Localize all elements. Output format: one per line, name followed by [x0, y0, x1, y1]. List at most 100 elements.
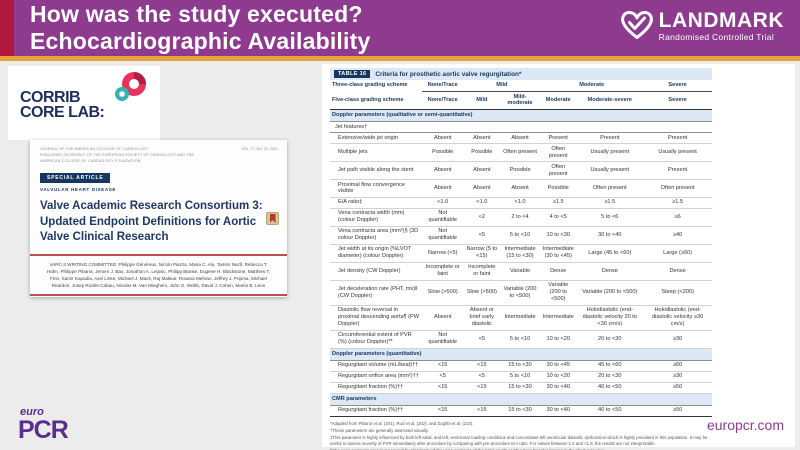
- cell-value: Not quantifiable: [421, 208, 464, 227]
- table-row: Vena contracta width (mm) (colour Dopple…: [330, 208, 712, 227]
- cell-value: Intermediate (30 to <45): [540, 244, 577, 263]
- col-moderate-group: Moderate: [540, 80, 644, 92]
- cell-value: Variable (200 to <500): [576, 280, 644, 306]
- col5-mild-moderate: Mild-moderate: [499, 91, 541, 111]
- cell-value: ≥1.5: [576, 197, 644, 209]
- col-mild-group: Mild: [463, 80, 541, 92]
- table-row: Jet path visible along the stent Absent Ab…: [330, 161, 712, 180]
- landmark-subtitle: Randomised Controlled Trial: [658, 31, 775, 42]
- cell-value: 40 to <50: [576, 382, 644, 394]
- corrib-circle-icon: [115, 72, 146, 101]
- row-label: Jet deceleration rate (PHT, ms)‖ (CW Dop…: [330, 280, 422, 306]
- row-label: Jet path visible along the stent: [330, 161, 422, 180]
- special-article-badge: SPECIAL ARTICLE: [40, 173, 111, 184]
- cell-value: Intermediate: [499, 305, 541, 331]
- cell-value: Slow (>500): [421, 280, 464, 306]
- cell-value: <5: [463, 226, 500, 245]
- cell-value: Absent: [463, 179, 500, 198]
- cell-value: Steep (<200): [643, 280, 712, 306]
- cell-value: Usually present: [576, 143, 644, 163]
- landmark-name: LANDMARK: [658, 8, 784, 32]
- cell-value: Variable (200 to <500): [499, 280, 541, 306]
- journal-volume: VOL. 77, NO. 21, 2021: [241, 147, 278, 151]
- europcr-logo-euro: euro: [20, 406, 44, 418]
- table-row: Circumferential extent of PVR (%) (colou…: [330, 330, 712, 349]
- table-row: E/A ratio‡ <1.0 <1.0 <1.0 ≥1.5 ≥1.5 ≥1.5: [330, 197, 712, 209]
- cell-value: Absent: [421, 161, 464, 180]
- table-panel: TABLE 16 Criteria for prosthetic aortic …: [322, 64, 795, 450]
- slide-body: CORRIB CORE LAB: JOURNAL OF THE AMERICAN…: [0, 61, 800, 450]
- cell-value: ≥50: [643, 382, 712, 394]
- cell-value: ≥50: [643, 405, 712, 417]
- cell-value: <2: [463, 208, 500, 227]
- landmark-text: LANDMARK Randomised Controlled Trial: [659, 10, 784, 42]
- row-label: Vena contracta width (mm) (colour Dopple…: [330, 208, 422, 227]
- cell-value: Usually present: [643, 143, 712, 163]
- landmark-logo: LANDMARK Randomised Controlled Trial: [619, 9, 784, 42]
- cell-value: Present: [643, 161, 712, 180]
- cell-value: Often present: [643, 179, 712, 198]
- footnote: *Adapted from Pibarot et al. (201), Ruiz…: [330, 420, 474, 426]
- paper-authors: VARC-3 WRITING COMMITTEE: Philippe Génér…: [46, 261, 271, 289]
- cell-value: Possible: [463, 143, 500, 163]
- cell-value: ≥30: [643, 371, 712, 383]
- row-label: Proximal flow convergence visible: [330, 179, 422, 198]
- row-label: Regurgitant fraction (%)††: [330, 405, 422, 417]
- footnote: §The vena contracta area is measured by …: [330, 448, 714, 450]
- cell-value: ≥6: [643, 208, 712, 227]
- title-line-2: Echocardiographic Availability: [30, 28, 371, 54]
- corrib-line-1: CORRIB: [20, 89, 81, 106]
- cell-value: <1.0: [499, 197, 541, 209]
- corrib-wordmark: CORRIB CORE LAB:: [20, 89, 105, 121]
- cell-value: 10 to <20: [540, 371, 577, 383]
- three-class-header-row: Three-class grading scheme None/Trace Mi…: [330, 80, 712, 92]
- cell-value: Absent: [463, 161, 500, 180]
- cell-value: Often present: [576, 179, 644, 198]
- cell-value: <1.0: [463, 197, 500, 209]
- cell-value: 5 to <10: [499, 371, 541, 383]
- cell-value: Often present: [499, 143, 541, 163]
- cell-value: Absent: [421, 179, 464, 198]
- cell-value: <15: [463, 405, 500, 417]
- section-label: Doppler parameters (quantitative): [330, 347, 712, 361]
- journal-line-2: PUBLISHED ON BEHALF OF THE EUROPEAN SOCI…: [40, 152, 195, 157]
- cell-value: 10 to <20: [540, 330, 577, 349]
- banner-accent-bar: [0, 0, 14, 56]
- cell-value: <1.0: [421, 197, 464, 209]
- cell-value: 20 to <30: [576, 371, 644, 383]
- col-severe: Severe: [643, 80, 712, 92]
- cell-value: Dense: [643, 262, 712, 281]
- paper-header: JOURNAL OF THE AMERICAN COLLEGE OF CARDI…: [30, 140, 287, 164]
- regurg-table-body: Doppler parameters (qualitative or semi-…: [330, 109, 712, 417]
- table-row: Jet density (CW Doppler) Incomplete or fa…: [330, 262, 712, 281]
- paper-title: Valve Academic Research Consortium 3: Up…: [40, 200, 263, 244]
- table-section-row: CMR parameters: [330, 392, 712, 406]
- cell-value: Usually present: [576, 161, 644, 180]
- cell-value: 40 to <50: [576, 405, 644, 417]
- cell-value: Large (≥60): [643, 244, 712, 263]
- corrib-line-2: CORE LAB:: [20, 104, 105, 121]
- table-tag: TABLE 16: [334, 70, 371, 78]
- table-row: Proximal flow convergence visible Absent A…: [330, 179, 712, 198]
- table-row: Jet deceleration rate (PHT, ms)‖ (CW Dop…: [330, 280, 712, 306]
- cell-value: Variable: [499, 262, 541, 281]
- cell-value: Often present: [540, 143, 577, 163]
- cell-value: Holodiastolic (end-diastolic velocity ≥3…: [643, 305, 712, 331]
- cell-value: <15: [463, 360, 500, 372]
- table-row: Jet width at its origin (%LVOT diameter)…: [330, 244, 712, 263]
- europcr-logo-pcr: PCR: [18, 416, 69, 444]
- row-label: Regurgitant orifice area (mm²)††: [330, 371, 422, 383]
- row-label: Jet density (CW Doppler): [330, 262, 422, 281]
- title-line-1: How was the study executed?: [30, 1, 363, 27]
- heart-icon: [620, 11, 653, 39]
- cell-value: Narrow (<5): [421, 244, 464, 263]
- cell-value: 15 to <30: [499, 382, 541, 394]
- cell-value: Absent: [463, 132, 500, 145]
- cell-value: 30 to <40: [540, 382, 577, 394]
- corrib-core-lab-logo: CORRIB CORE LAB:: [8, 66, 160, 140]
- cell-value: Large (45 to <60): [576, 244, 644, 263]
- table-row: Multiple jets Possible Possible Often prese…: [330, 143, 712, 163]
- row-label: Regurgitant fraction (%)††: [330, 382, 422, 394]
- cell-value: Absent: [499, 179, 541, 198]
- col5-moderate: Moderate: [540, 91, 577, 111]
